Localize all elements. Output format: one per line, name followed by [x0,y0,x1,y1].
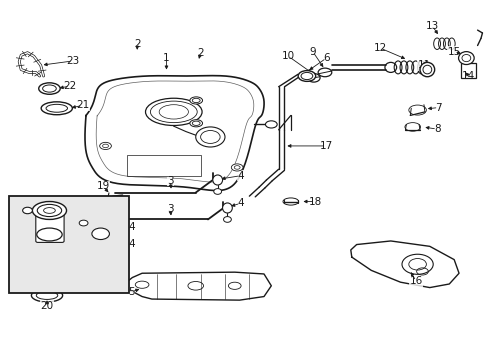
Text: 27: 27 [99,230,112,239]
Ellipse shape [79,220,88,226]
Text: 19: 19 [96,181,109,192]
Text: 4: 4 [237,198,244,208]
Text: 16: 16 [408,276,422,286]
Ellipse shape [298,71,315,81]
Ellipse shape [223,217,231,222]
Ellipse shape [37,228,62,241]
Ellipse shape [92,228,109,239]
Text: 14: 14 [461,71,474,81]
Bar [127,155,200,176]
Ellipse shape [189,120,202,127]
Ellipse shape [419,62,434,77]
Text: 18: 18 [308,197,321,207]
Text: 2: 2 [197,48,203,58]
Text: 13: 13 [425,21,438,31]
Ellipse shape [114,239,121,244]
Text: 3: 3 [167,176,173,186]
Text: 20: 20 [41,301,54,311]
Bar [460,63,475,78]
Text: 24: 24 [13,233,26,243]
Text: 6: 6 [323,53,329,63]
Ellipse shape [265,121,277,128]
Ellipse shape [32,202,66,220]
Text: 21: 21 [76,100,89,111]
Ellipse shape [113,244,122,252]
Ellipse shape [22,207,32,214]
Text: 17: 17 [319,141,332,151]
Text: 9: 9 [309,46,315,57]
Ellipse shape [113,228,122,236]
Ellipse shape [189,97,202,104]
Text: 11: 11 [416,60,430,70]
Ellipse shape [458,51,473,64]
Text: 4: 4 [128,239,134,249]
Ellipse shape [231,164,243,171]
Text: 7: 7 [434,103,441,113]
Text: 23: 23 [66,56,80,66]
Text: 25: 25 [14,199,27,210]
Ellipse shape [114,255,121,260]
Ellipse shape [100,142,111,149]
Bar [9,196,129,293]
Text: 12: 12 [373,43,386,53]
Ellipse shape [212,175,222,185]
Text: 15: 15 [447,46,460,57]
Text: 10: 10 [281,51,294,61]
Ellipse shape [222,203,232,213]
Text: 4: 4 [237,171,244,181]
Text: 1: 1 [163,53,169,63]
Ellipse shape [213,189,221,194]
Text: 26: 26 [90,209,103,219]
FancyBboxPatch shape [36,214,64,242]
Text: 4: 4 [128,222,134,232]
Text: 2: 2 [134,39,140,49]
Text: 8: 8 [433,124,440,134]
Text: 5: 5 [128,287,134,297]
Text: 22: 22 [63,81,77,91]
Text: 3: 3 [167,204,173,215]
Ellipse shape [195,127,224,147]
